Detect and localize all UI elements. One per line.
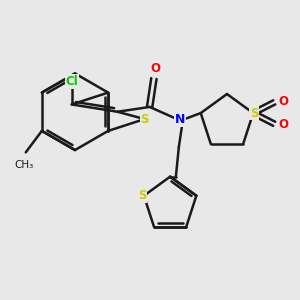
Text: S: S	[250, 106, 258, 120]
Text: CH₃: CH₃	[14, 160, 34, 170]
Text: O: O	[278, 118, 288, 131]
Text: S: S	[138, 189, 146, 202]
Text: O: O	[151, 62, 161, 75]
Text: O: O	[278, 95, 288, 108]
Text: S: S	[140, 112, 149, 126]
Text: N: N	[175, 113, 185, 126]
Text: Cl: Cl	[65, 75, 78, 88]
